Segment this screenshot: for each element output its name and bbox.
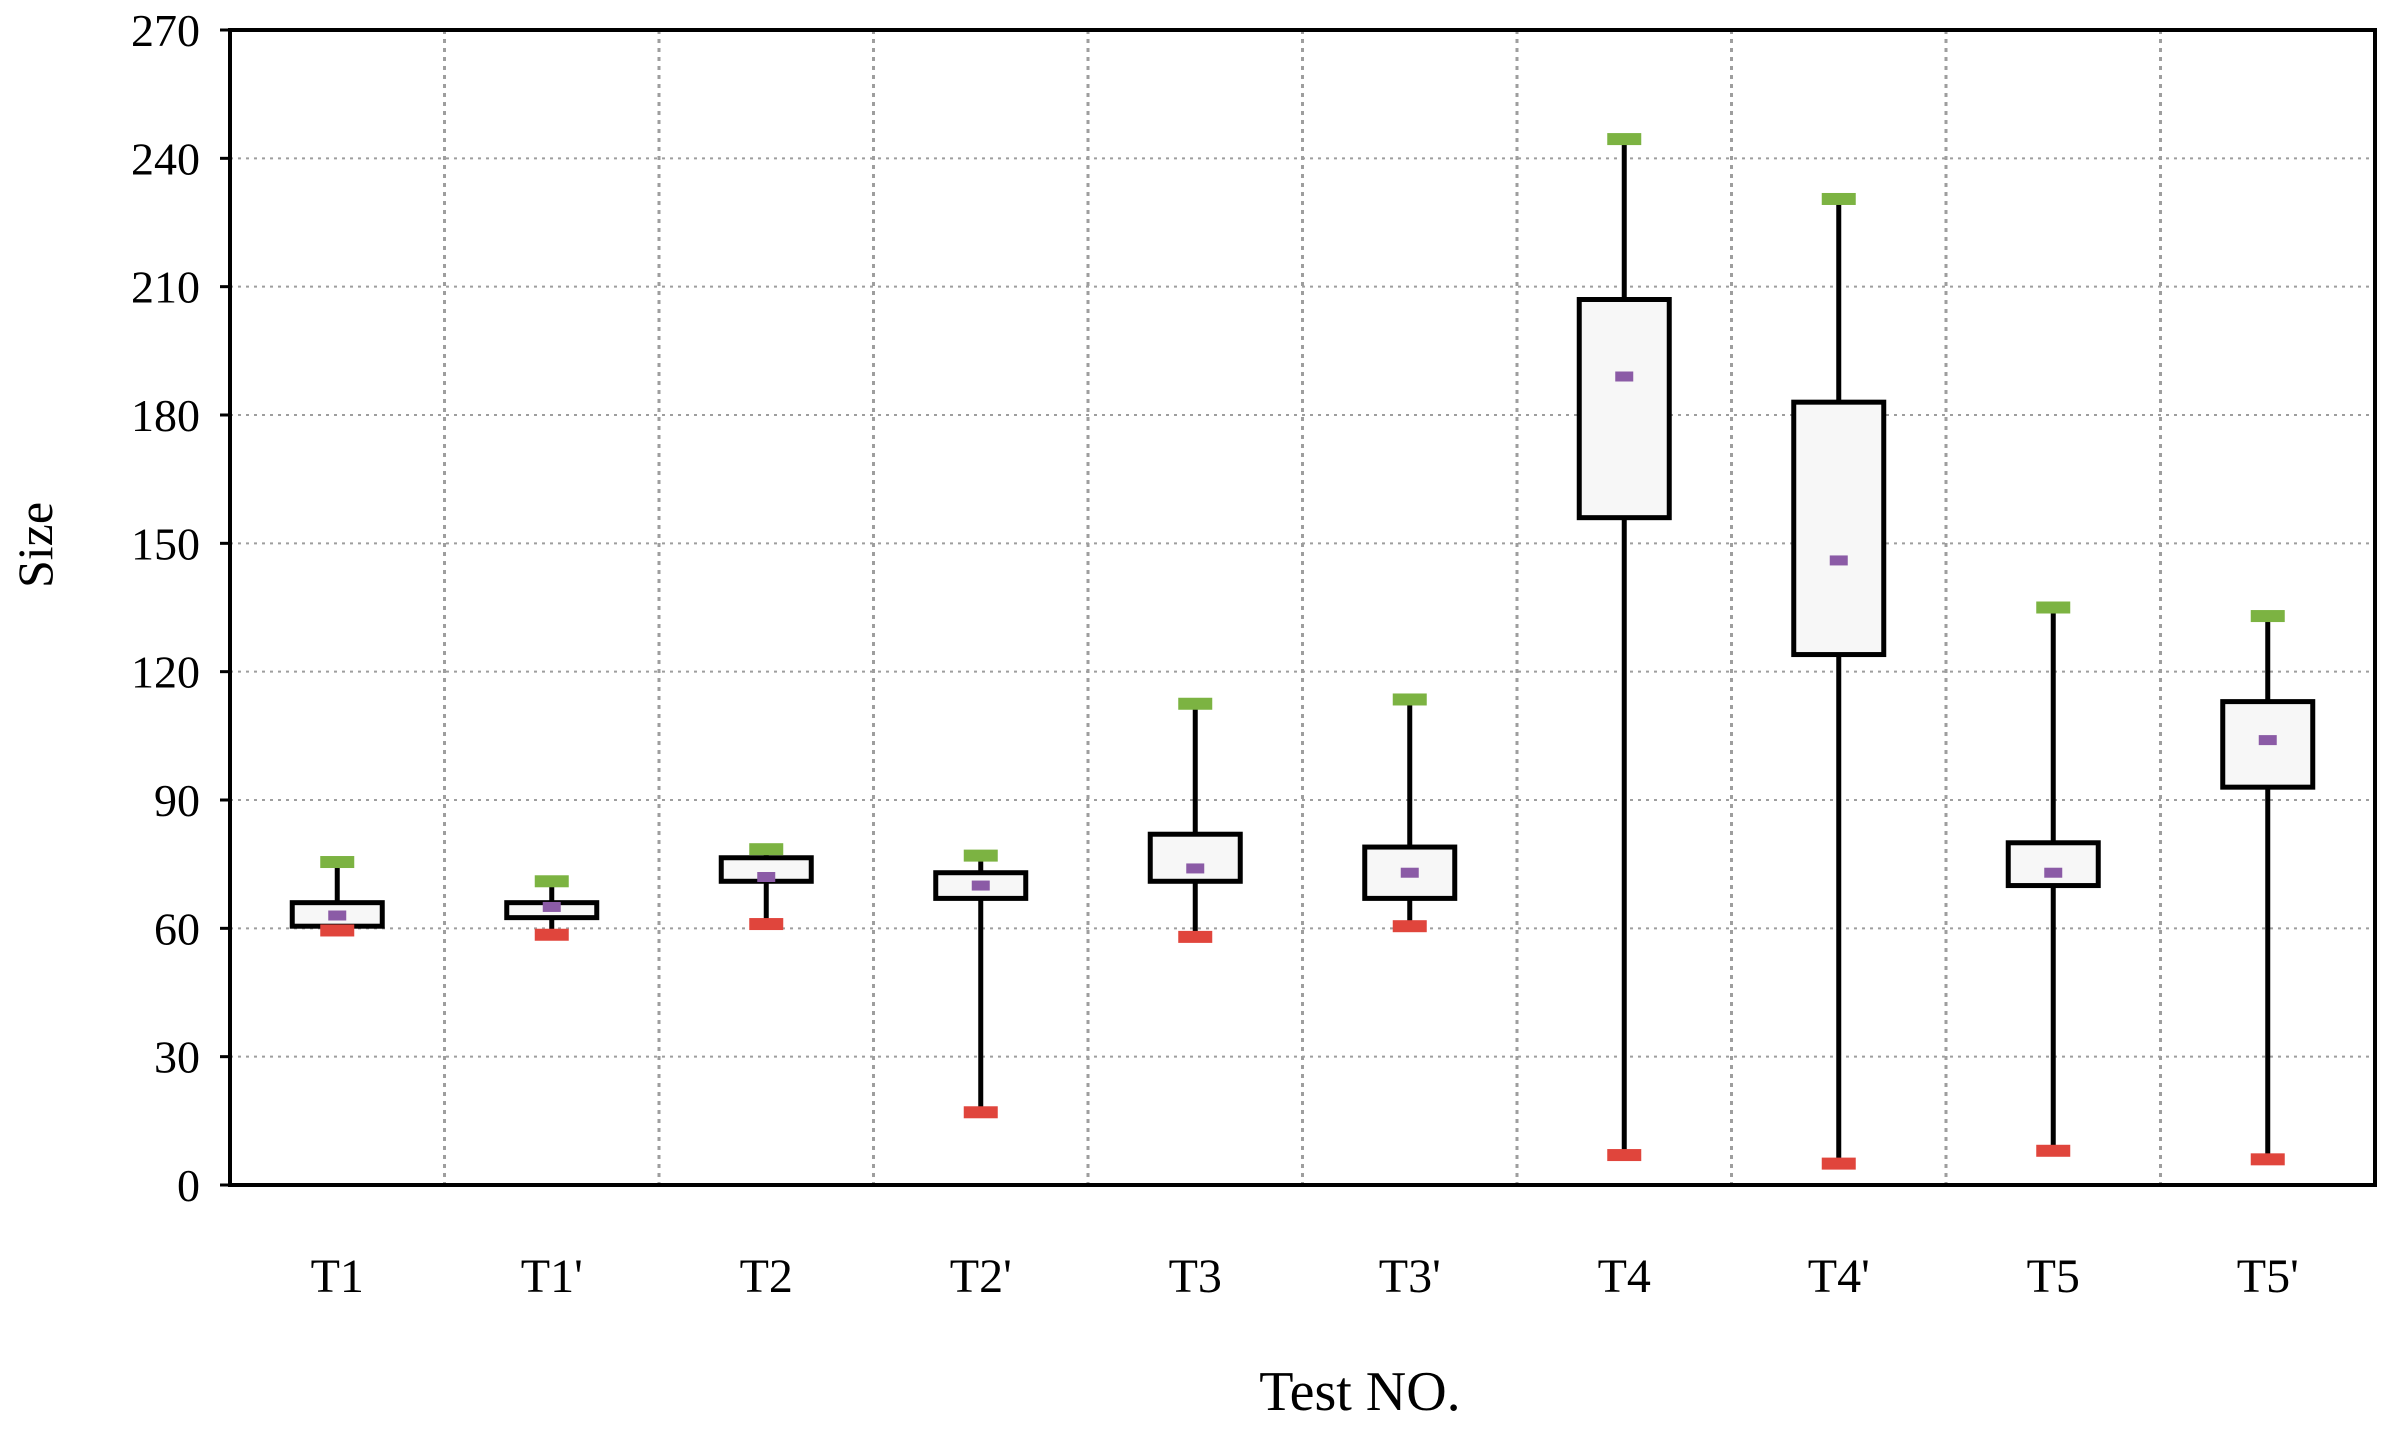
box-T4-prime xyxy=(1791,192,1887,1170)
box-T3-prime xyxy=(1362,693,1458,933)
box-T2 xyxy=(718,843,814,931)
y-axis-title: Size xyxy=(7,502,63,588)
box-body xyxy=(1147,831,1243,884)
box-T2-prime xyxy=(933,849,1029,1119)
max-marker xyxy=(320,856,355,869)
y-tick-label: 60 xyxy=(154,903,200,954)
mean-marker xyxy=(1186,863,1205,874)
min-marker xyxy=(963,1106,998,1119)
x-tick-label: T5' xyxy=(2237,1250,2299,1303)
x-axis-title: Test NO. xyxy=(1259,1361,1460,1423)
box-body xyxy=(1791,399,1887,658)
max-marker xyxy=(2250,610,2285,623)
x-tick-label: T2' xyxy=(950,1250,1012,1303)
box-T5-prime xyxy=(2220,610,2316,1166)
min-marker xyxy=(1607,1149,1642,1162)
x-tick-label: T2 xyxy=(740,1250,793,1303)
axis-layer: 0 30 60 90 120 150 180 210 240 270 T1 T1' T2 T2' T3 T3'… xyxy=(131,5,2377,1303)
box-body xyxy=(1576,297,1672,521)
box-T1 xyxy=(289,856,385,937)
min-marker xyxy=(1178,930,1213,943)
mean-marker xyxy=(757,872,776,882)
box-T1-prime xyxy=(504,875,600,941)
y-tick-label: 240 xyxy=(131,133,200,184)
min-marker xyxy=(749,918,784,931)
max-marker xyxy=(534,875,569,888)
y-tick-label: 0 xyxy=(177,1160,200,1211)
mean-marker xyxy=(328,910,347,921)
min-marker xyxy=(2250,1153,2285,1166)
plot-frame xyxy=(228,28,2377,1187)
box-layer xyxy=(289,133,2316,1170)
min-marker xyxy=(2036,1144,2071,1157)
y-tick-label: 90 xyxy=(154,775,200,826)
y-tick-label: 210 xyxy=(131,262,200,313)
max-marker xyxy=(1178,697,1213,710)
max-marker xyxy=(2036,601,2071,614)
box-T3 xyxy=(1147,697,1243,943)
y-tick-label: 180 xyxy=(131,390,200,441)
min-marker xyxy=(320,924,355,937)
grid-layer xyxy=(230,30,2375,1185)
mean-marker xyxy=(1829,555,1848,566)
x-tick-label: T1 xyxy=(311,1250,364,1303)
mean-marker xyxy=(1400,867,1419,878)
mean-marker xyxy=(1615,371,1634,382)
box-body xyxy=(933,870,1029,901)
min-marker xyxy=(1821,1157,1856,1170)
mean-marker xyxy=(2258,735,2277,746)
max-marker xyxy=(963,849,998,862)
x-tick-label: T3' xyxy=(1379,1250,1441,1303)
min-marker xyxy=(1392,920,1427,933)
max-marker xyxy=(1607,133,1642,146)
y-tick-label: 150 xyxy=(131,518,200,569)
y-tick-label: 270 xyxy=(131,5,200,56)
x-tick-label: T1' xyxy=(521,1250,583,1303)
x-tick-label: T4' xyxy=(1808,1250,1870,1303)
max-marker xyxy=(1821,192,1856,205)
x-tick-label: T5 xyxy=(2027,1250,2080,1303)
y-tick-label: 120 xyxy=(131,647,200,698)
max-marker xyxy=(749,843,784,856)
mean-marker xyxy=(2044,867,2063,878)
box-body xyxy=(2005,840,2101,889)
x-tick-label: T4 xyxy=(1598,1250,1651,1303)
box-T5 xyxy=(2005,601,2101,1157)
min-marker xyxy=(534,928,569,941)
mean-marker xyxy=(971,880,990,891)
y-tick-label: 30 xyxy=(154,1032,200,1083)
mean-marker xyxy=(542,901,561,912)
x-tick-label: T3 xyxy=(1169,1250,1222,1303)
box-T4 xyxy=(1576,133,1672,1162)
max-marker xyxy=(1392,693,1427,706)
